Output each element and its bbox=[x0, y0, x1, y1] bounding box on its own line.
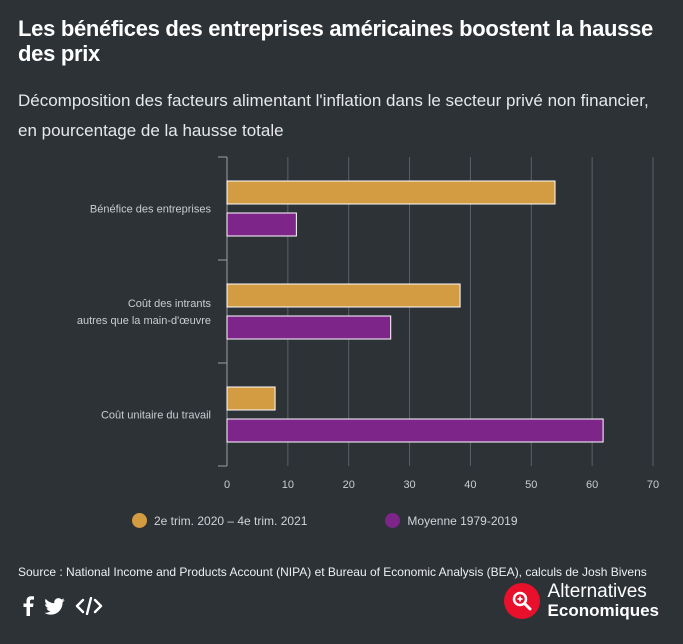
bar-period[interactable] bbox=[226, 180, 556, 205]
brand-name-line2: Economiques bbox=[547, 601, 659, 620]
x-tick-label: 10 bbox=[282, 479, 294, 491]
facebook-icon[interactable] bbox=[22, 596, 34, 616]
x-tick-label: 0 bbox=[224, 479, 230, 491]
bar-average[interactable] bbox=[226, 212, 297, 237]
brand-name-line1: Alternatives bbox=[547, 581, 647, 602]
chart-subtitle: Décomposition des facteurs alimentant l'… bbox=[18, 91, 649, 140]
bar-chart: Bénéfice des entreprises Coût des intrant… bbox=[77, 156, 659, 491]
legend: 2e trim. 2020 – 4e trim. 2021 Moyenne 19… bbox=[132, 513, 596, 528]
bar-average[interactable] bbox=[226, 418, 604, 443]
bar-period[interactable] bbox=[226, 283, 461, 308]
legend-swatch-period bbox=[132, 513, 147, 528]
chart-title: Les bénéfices des entreprises américaine… bbox=[18, 16, 653, 66]
x-tick-label: 50 bbox=[525, 479, 537, 491]
magnifier-logo-icon bbox=[503, 583, 540, 619]
category-label: Coût des intrants bbox=[128, 298, 212, 310]
category-label: Bénéfice des entreprises bbox=[90, 204, 212, 216]
legend-item-period[interactable]: 2e trim. 2020 – 4e trim. 2021 bbox=[132, 513, 307, 528]
category-label: autres que la main-d'œuvre bbox=[77, 315, 211, 327]
x-tick-label: 30 bbox=[403, 479, 415, 491]
brand-logo[interactable]: Alternatives Economiques bbox=[503, 581, 659, 620]
x-tick-label: 20 bbox=[343, 479, 355, 491]
legend-swatch-average bbox=[385, 513, 401, 528]
category-label: Coût unitaire du travail bbox=[101, 410, 211, 422]
embed-icon[interactable] bbox=[75, 597, 103, 615]
x-tick-label: 60 bbox=[586, 479, 598, 491]
x-tick-label: 40 bbox=[464, 479, 476, 491]
x-tick-label: 70 bbox=[647, 479, 659, 491]
twitter-icon[interactable] bbox=[44, 597, 65, 615]
legend-item-average[interactable]: Moyenne 1979-2019 bbox=[385, 513, 518, 528]
bar-average[interactable] bbox=[226, 315, 392, 340]
legend-label-period: 2e trim. 2020 – 4e trim. 2021 bbox=[154, 513, 308, 528]
legend-label-average: Moyenne 1979-2019 bbox=[407, 513, 518, 528]
bar-period[interactable] bbox=[226, 386, 276, 411]
source-note: Source : National Income and Products Ac… bbox=[18, 565, 647, 579]
share-bar bbox=[22, 596, 113, 616]
